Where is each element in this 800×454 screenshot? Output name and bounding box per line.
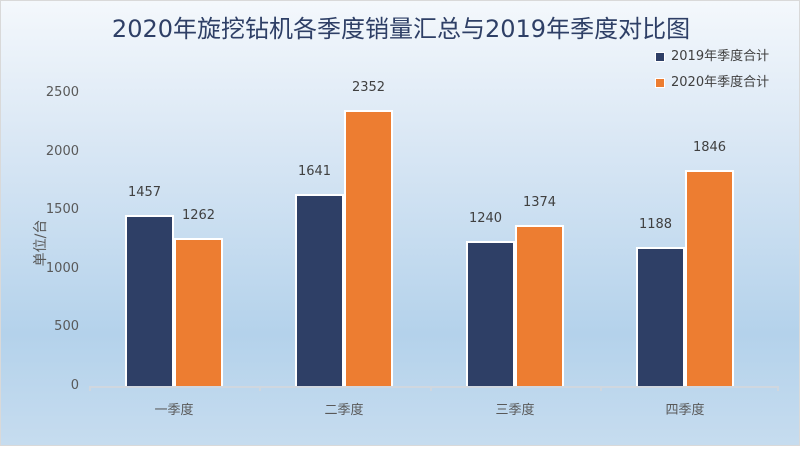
x-axis-tick xyxy=(430,386,432,391)
legend-swatch-icon xyxy=(655,51,665,62)
data-label: 1846 xyxy=(692,139,727,155)
x-axis-tick xyxy=(89,386,91,391)
bar-2020-q4 xyxy=(685,169,734,386)
y-tick: 2000 xyxy=(45,144,79,159)
data-label: 1374 xyxy=(522,194,557,210)
legend-label: 2020年季度合计 xyxy=(671,75,770,90)
x-axis-tick xyxy=(600,386,602,391)
legend-item-2019: 2019年季度合计 xyxy=(655,45,769,71)
bar-2019-q4 xyxy=(636,246,685,386)
x-axis-tick xyxy=(259,386,261,391)
x-category-q4: 四季度 xyxy=(665,403,705,418)
bar-2020-q2 xyxy=(344,110,393,386)
bar-2020-q1 xyxy=(174,238,223,386)
y-tick: 1500 xyxy=(45,202,79,217)
legend-swatch-icon xyxy=(655,77,665,88)
chart-title: 2020年旋挖钻机各季度销量汇总与2019年季度对比图 xyxy=(111,15,691,43)
data-label: 1240 xyxy=(468,210,503,226)
legend-item-2020: 2020年季度合计 xyxy=(655,71,769,97)
bar-2019-q3 xyxy=(466,240,515,386)
legend: 2019年季度合计 2020年季度合计 xyxy=(655,45,769,97)
data-label: 1262 xyxy=(181,208,216,224)
legend-label: 2019年季度合计 xyxy=(671,49,770,64)
data-label: 1188 xyxy=(638,216,673,232)
bar-2020-q3 xyxy=(515,224,564,386)
data-label: 1641 xyxy=(297,163,332,179)
y-tick: 1000 xyxy=(45,261,79,276)
x-category-q1: 一季度 xyxy=(154,403,194,418)
y-tick: 2500 xyxy=(45,85,79,100)
x-category-q2: 二季度 xyxy=(324,403,364,418)
data-label: 1457 xyxy=(127,185,162,201)
y-tick: 0 xyxy=(70,378,79,393)
x-axis-line xyxy=(89,386,779,388)
bar-2019-q1 xyxy=(125,215,174,386)
x-category-q3: 三季度 xyxy=(495,403,535,418)
bar-2019-q2 xyxy=(295,193,344,386)
x-axis-tick xyxy=(777,386,779,391)
y-tick: 500 xyxy=(54,319,79,334)
data-label: 2352 xyxy=(351,80,386,96)
